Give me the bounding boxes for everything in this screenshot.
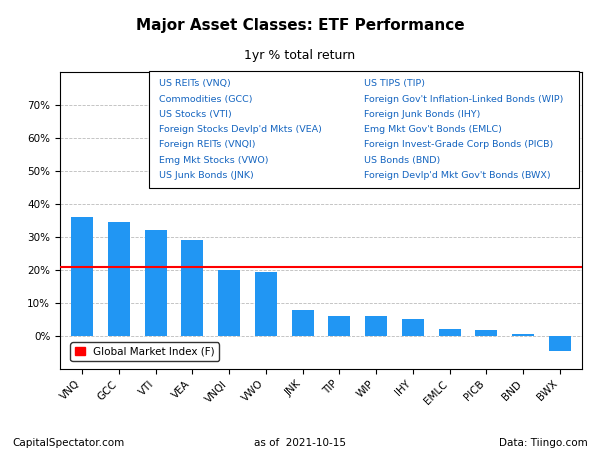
Text: Major Asset Classes: ETF Performance: Major Asset Classes: ETF Performance — [136, 18, 464, 33]
Text: Data: Tiingo.com: Data: Tiingo.com — [499, 438, 588, 448]
Text: US Junk Bonds (JNK): US Junk Bonds (JNK) — [159, 171, 254, 180]
Text: Foreign Invest-Grade Corp Bonds (PICB): Foreign Invest-Grade Corp Bonds (PICB) — [364, 140, 553, 149]
Text: Foreign REITs (VNQI): Foreign REITs (VNQI) — [159, 140, 256, 149]
Legend: Global Market Index (F): Global Market Index (F) — [70, 342, 219, 361]
Bar — [292, 310, 314, 336]
Text: Emg Mkt Gov't Bonds (EMLC): Emg Mkt Gov't Bonds (EMLC) — [364, 125, 502, 134]
Bar — [181, 240, 203, 336]
Bar — [439, 329, 461, 336]
Text: US Stocks (VTI): US Stocks (VTI) — [159, 110, 232, 119]
Text: Commodities (GCC): Commodities (GCC) — [159, 94, 253, 104]
Bar — [365, 316, 387, 336]
Bar — [475, 330, 497, 336]
Text: Foreign Devlp'd Mkt Gov't Bonds (BWX): Foreign Devlp'd Mkt Gov't Bonds (BWX) — [364, 171, 551, 180]
Text: Foreign Stocks Devlp'd Mkts (VEA): Foreign Stocks Devlp'd Mkts (VEA) — [159, 125, 322, 134]
Text: as of  2021-10-15: as of 2021-10-15 — [254, 438, 346, 448]
Bar — [255, 272, 277, 336]
Bar — [328, 316, 350, 336]
Bar — [218, 270, 240, 336]
Bar — [71, 217, 93, 336]
Text: CapitalSpectator.com: CapitalSpectator.com — [12, 438, 124, 448]
Bar — [402, 319, 424, 336]
Text: Foreign Gov't Inflation-Linked Bonds (WIP): Foreign Gov't Inflation-Linked Bonds (WI… — [364, 94, 563, 104]
Text: US REITs (VNQ): US REITs (VNQ) — [159, 79, 231, 88]
Bar — [512, 334, 534, 336]
Bar — [549, 336, 571, 351]
Text: 1yr % total return: 1yr % total return — [244, 50, 356, 63]
Text: Emg Mkt Stocks (VWO): Emg Mkt Stocks (VWO) — [159, 156, 269, 165]
Bar — [145, 230, 167, 336]
Text: US TIPS (TIP): US TIPS (TIP) — [364, 79, 425, 88]
FancyBboxPatch shape — [149, 71, 580, 188]
Text: Foreign Junk Bonds (IHY): Foreign Junk Bonds (IHY) — [364, 110, 481, 119]
Bar — [108, 222, 130, 336]
Text: US Bonds (BND): US Bonds (BND) — [364, 156, 440, 165]
